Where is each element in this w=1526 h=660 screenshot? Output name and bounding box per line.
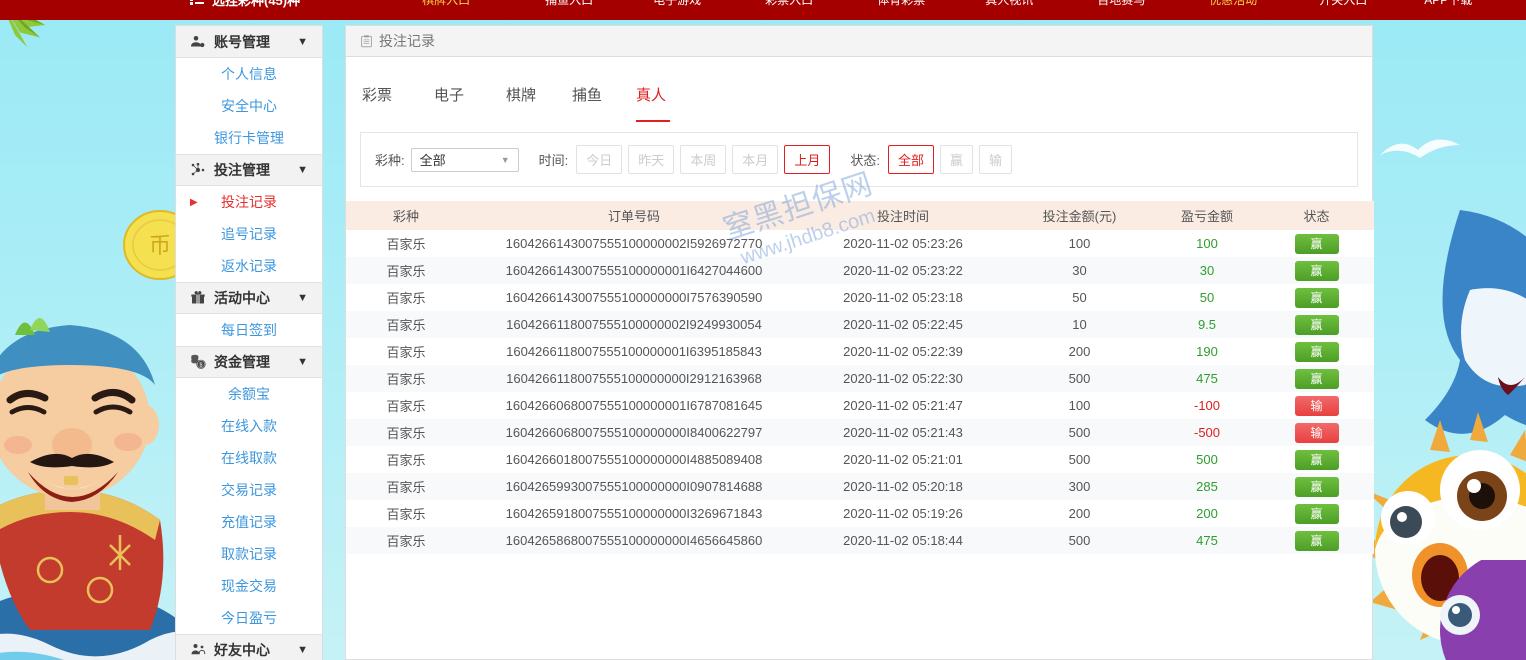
svg-text:$: $ bbox=[200, 362, 203, 368]
svg-text:币: 币 bbox=[149, 233, 171, 258]
